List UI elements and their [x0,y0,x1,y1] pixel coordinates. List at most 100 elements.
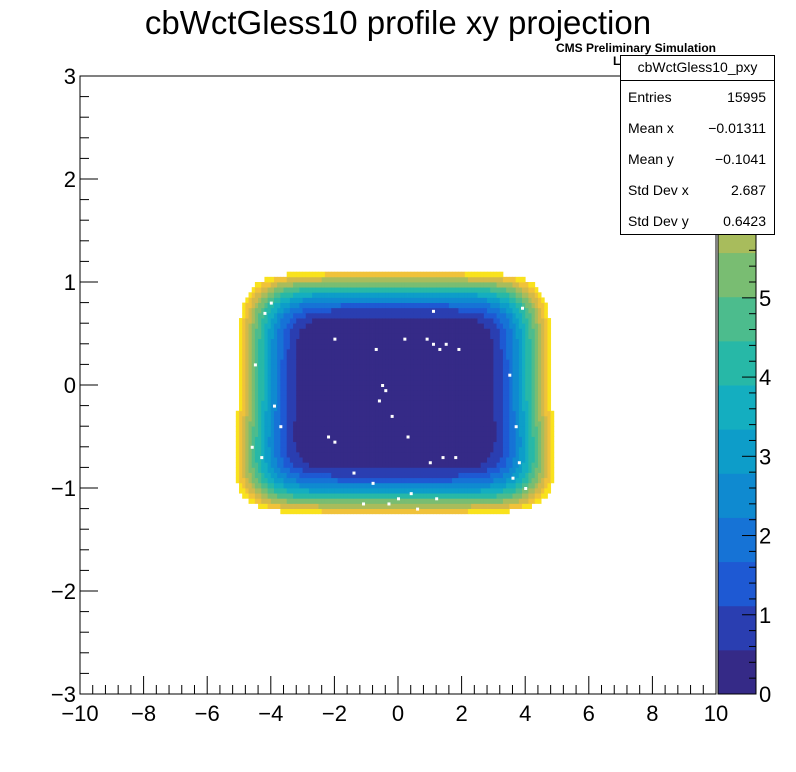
heatmap-cell [350,462,354,468]
heatmap-cell [283,307,288,314]
heatmap-cell [277,431,281,437]
heatmap-cell [506,379,510,386]
heatmap-cell [394,482,399,489]
heatmap-cell [283,421,288,427]
heatmap-cell [251,415,256,422]
heatmap-cell [509,282,513,288]
heatmap-cell [378,271,383,278]
heatmap-cell [305,436,310,443]
heatmap-cell [302,323,307,329]
heatmap-cell [321,395,326,401]
heatmap-cell [502,410,507,417]
heatmap-cell [359,307,364,314]
heatmap-cell [432,297,437,303]
heatmap-cell [334,426,338,432]
heatmap-cell [296,318,300,324]
heatmap-cell [277,282,281,288]
heatmap-cell [318,385,323,391]
heatmap-cell [490,400,494,406]
heatmap-cell [398,462,402,468]
heatmap-cell [258,462,262,468]
heatmap-cell [512,333,517,340]
heatmap-cell [550,472,555,479]
heatmap-cell [534,302,539,309]
heatmap-cell [324,348,329,355]
heatmap-cell [471,318,475,324]
heatmap-cell [378,421,383,427]
heatmap-cell [442,343,447,350]
heatmap-cell [429,287,434,293]
heatmap-cell [537,400,542,406]
heatmap-cell [458,338,462,345]
heatmap-cell [420,457,424,463]
heatmap-cell [372,436,377,443]
heatmap-cell [328,493,332,499]
heatmap-cell [343,292,348,298]
heatmap-cell [324,318,329,324]
heatmap-cell [483,415,488,422]
heatmap-cell [391,307,396,314]
heatmap-cell [363,503,367,509]
heatmap-cell [302,462,307,468]
heatmap-cell [382,415,386,422]
heatmap-cell [331,410,335,417]
heatmap-cell [363,374,367,381]
heatmap-cell [280,457,284,463]
heatmap-cell [439,359,443,365]
heatmap-cell [541,369,545,376]
heatmap-cell [245,488,249,494]
heatmap-cell [490,436,494,443]
heatmap-cell [280,395,284,401]
heatmap-cell [426,400,431,406]
heatmap-cell [337,405,342,412]
heatmap-cell [324,292,329,298]
heatmap-cell [324,338,329,345]
heatmap-cell [273,282,278,288]
heatmap-cell [264,410,269,417]
heatmap-cell [242,415,246,422]
heatmap-cell [420,271,424,278]
heatmap-cell [502,385,507,391]
heatmap-cell [502,318,507,324]
heatmap-cell [388,421,393,427]
heatmap-cell [324,312,329,319]
heatmap-cell [528,431,532,437]
heatmap-cell [502,312,507,319]
heatmap-cell [363,436,367,443]
heatmap-cell [245,431,249,437]
heatmap-cell [261,338,265,345]
heatmap-cell [464,282,469,288]
heatmap-cell [289,482,294,489]
heatmap-cell [407,292,412,298]
heatmap-cell [369,467,373,473]
heatmap-cell [283,488,288,494]
heatmap-cell [531,348,536,355]
heatmap-cell [340,343,345,350]
heatmap-cell [461,338,466,345]
heatmap-cell [372,472,377,479]
heatmap-cell [312,374,316,381]
heatmap-cell [340,307,345,314]
heatmap-cell [439,426,443,432]
heatmap-cell [350,297,354,303]
heatmap-cell [347,400,351,406]
heatmap-cell [477,364,482,370]
heatmap-cell [455,348,459,355]
heatmap-cell [385,369,389,376]
heatmap-cell [394,276,399,283]
heatmap-cell [363,287,367,293]
heatmap-cell [251,498,256,504]
heatmap-cell [544,318,548,324]
heatmap-cell [426,354,431,360]
heatmap-cell [378,503,383,509]
heatmap-cell [442,482,447,489]
heatmap-cell [442,307,447,314]
heatmap-cell [248,462,253,468]
heatmap-cell [391,436,396,443]
heatmap-cell [254,498,259,504]
heatmap-cell [442,374,447,381]
heatmap-cell [398,467,402,473]
heatmap-cell [518,354,523,360]
heatmap-cell [442,390,447,396]
heatmap-cell [461,287,466,293]
